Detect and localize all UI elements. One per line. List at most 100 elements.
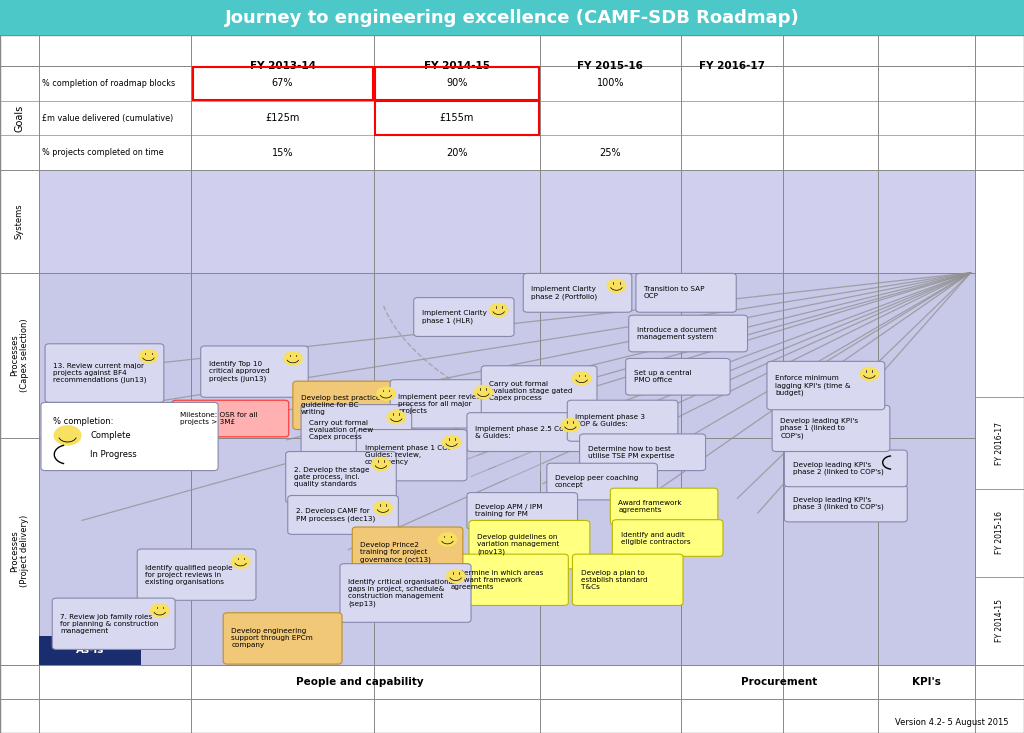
FancyBboxPatch shape — [523, 273, 632, 312]
FancyBboxPatch shape — [356, 430, 467, 481]
Text: Develop guidelines on
variation management
(nov13): Develop guidelines on variation manageme… — [477, 534, 559, 555]
FancyBboxPatch shape — [784, 450, 907, 487]
FancyBboxPatch shape — [784, 485, 907, 522]
Text: Develop Prince2
training for project
governance (oct13): Develop Prince2 training for project gov… — [360, 542, 431, 563]
Text: % projects completed on time: % projects completed on time — [42, 148, 164, 157]
Text: Determine in which areas
we want framework
agreements: Determine in which areas we want framewo… — [451, 570, 543, 590]
Circle shape — [446, 570, 465, 583]
Text: Version 4.2- 5 August 2015: Version 4.2- 5 August 2015 — [895, 718, 1009, 727]
FancyBboxPatch shape — [547, 463, 657, 500]
Text: As-Is: As-Is — [76, 645, 104, 655]
Text: Processes
(Project delivery): Processes (Project delivery) — [10, 515, 29, 587]
Text: Systems: Systems — [15, 204, 24, 239]
Text: Develop best practice
guideline for BC
writing: Develop best practice guideline for BC w… — [301, 395, 381, 416]
Text: Enforce minimum
lagging KPI's (time &
budget): Enforce minimum lagging KPI's (time & bu… — [775, 375, 851, 396]
Text: % completion of roadmap blocks: % completion of roadmap blocks — [42, 79, 175, 88]
FancyBboxPatch shape — [352, 527, 463, 578]
Text: FY 2013-14: FY 2013-14 — [250, 61, 315, 71]
Text: Award framework
agreements: Award framework agreements — [618, 500, 682, 513]
Text: Develop leading KPI's
phase 1 (linked to
COP's): Develop leading KPI's phase 1 (linked to… — [780, 418, 858, 439]
FancyBboxPatch shape — [580, 434, 706, 471]
Text: Implement phase 2.5 CoP
& Guides:: Implement phase 2.5 CoP & Guides: — [475, 426, 568, 438]
Text: 15%: 15% — [272, 148, 293, 158]
Circle shape — [561, 419, 580, 432]
Text: 13. Review current major
projects against BF4
recommendations (jun13): 13. Review current major projects agains… — [53, 363, 146, 383]
FancyBboxPatch shape — [636, 273, 736, 312]
Circle shape — [442, 435, 461, 449]
Circle shape — [377, 387, 395, 400]
Text: FY 2014-15: FY 2014-15 — [424, 61, 489, 71]
Circle shape — [387, 410, 406, 424]
Text: Transition to SAP
OCP: Transition to SAP OCP — [644, 287, 705, 299]
FancyBboxPatch shape — [340, 564, 471, 622]
Text: FY 2014-15: FY 2014-15 — [995, 600, 1004, 642]
FancyBboxPatch shape — [288, 496, 398, 534]
Text: Procurement: Procurement — [741, 677, 817, 687]
FancyBboxPatch shape — [39, 170, 975, 273]
FancyBboxPatch shape — [567, 400, 678, 441]
Text: Identify and audit
eligible contractors: Identify and audit eligible contractors — [621, 531, 690, 545]
Text: Goals: Goals — [14, 104, 25, 132]
Circle shape — [438, 533, 457, 546]
FancyBboxPatch shape — [286, 452, 396, 503]
Text: Identify critical organisational
gaps in project, schedule&
construction managem: Identify critical organisational gaps in… — [348, 579, 455, 607]
Circle shape — [489, 303, 508, 317]
FancyBboxPatch shape — [772, 405, 890, 452]
FancyBboxPatch shape — [390, 380, 499, 428]
Circle shape — [372, 457, 390, 471]
Circle shape — [860, 367, 879, 380]
Text: 90%: 90% — [446, 78, 467, 88]
FancyBboxPatch shape — [767, 361, 885, 410]
FancyBboxPatch shape — [41, 402, 218, 471]
Text: £155m: £155m — [439, 113, 474, 123]
Text: £m value delivered (cumulative): £m value delivered (cumulative) — [42, 114, 173, 122]
Circle shape — [151, 604, 169, 617]
Text: Introduce a document
management system: Introduce a document management system — [637, 327, 717, 340]
FancyBboxPatch shape — [0, 0, 1024, 35]
FancyBboxPatch shape — [414, 298, 514, 336]
Text: 67%: 67% — [272, 78, 293, 88]
Text: Carry out formal
evaluation of new
Capex process: Carry out formal evaluation of new Capex… — [309, 420, 374, 441]
Text: Implement phase 1 COP
Guides: review,
contingency: Implement phase 1 COP Guides: review, co… — [365, 445, 452, 465]
Text: £125m: £125m — [265, 113, 300, 123]
Text: People and capability: People and capability — [296, 677, 424, 687]
Text: Develop a plan to
establish standard
T&Cs: Develop a plan to establish standard T&C… — [581, 570, 647, 590]
FancyBboxPatch shape — [467, 493, 578, 529]
Text: Set up a central
PMO office: Set up a central PMO office — [634, 370, 691, 383]
FancyBboxPatch shape — [629, 315, 748, 352]
Text: Tata: Tata — [351, 414, 550, 495]
FancyBboxPatch shape — [481, 366, 597, 417]
FancyBboxPatch shape — [39, 636, 141, 665]
Circle shape — [607, 279, 626, 292]
Text: Carry out formal
evaluation stage gated
Capex process: Carry out formal evaluation stage gated … — [489, 381, 573, 402]
Text: KPI's: KPI's — [911, 677, 941, 687]
Text: Develop leading KPI's
phase 2 (linked to COP's): Develop leading KPI's phase 2 (linked to… — [793, 462, 884, 475]
Text: FY 2016-17: FY 2016-17 — [995, 421, 1004, 465]
FancyBboxPatch shape — [467, 413, 586, 452]
Text: Develop leading KPI's
phase 3 (linked to COP's): Develop leading KPI's phase 3 (linked to… — [793, 497, 884, 510]
FancyBboxPatch shape — [45, 344, 164, 402]
Text: Implement Clarity
phase 2 (Portfolio): Implement Clarity phase 2 (Portfolio) — [531, 286, 598, 300]
FancyBboxPatch shape — [137, 549, 256, 600]
Text: Identify Top 10
critical approved
projects (jun13): Identify Top 10 critical approved projec… — [209, 361, 269, 382]
Text: Implement peer review
process for all major
projects: Implement peer review process for all ma… — [398, 394, 482, 414]
Text: 25%: 25% — [599, 148, 622, 158]
Circle shape — [572, 372, 591, 385]
Text: Journey to engineering excellence (CAMF-SDB Roadmap): Journey to engineering excellence (CAMF-… — [224, 9, 800, 26]
FancyBboxPatch shape — [442, 554, 568, 605]
Text: Develop peer coaching
concept: Develop peer coaching concept — [555, 475, 638, 488]
Text: Identify qualified people
for project reviews in
existing organisations: Identify qualified people for project re… — [145, 564, 233, 585]
FancyBboxPatch shape — [223, 613, 342, 664]
Text: Determine how to best
utilise TSE PM expertise: Determine how to best utilise TSE PM exp… — [588, 446, 675, 459]
Text: 100%: 100% — [597, 78, 624, 88]
FancyBboxPatch shape — [201, 346, 308, 397]
Circle shape — [284, 352, 302, 365]
FancyBboxPatch shape — [572, 554, 683, 605]
Text: 2. Develop CAMF for
PM processes (dec13): 2. Develop CAMF for PM processes (dec13) — [296, 508, 375, 522]
FancyBboxPatch shape — [612, 520, 723, 556]
FancyBboxPatch shape — [293, 381, 401, 430]
Circle shape — [474, 386, 493, 399]
Text: 7. Review job family roles
for planning & construction
management: 7. Review job family roles for planning … — [60, 614, 159, 634]
Text: 20%: 20% — [446, 148, 467, 158]
Text: FY 2016-17: FY 2016-17 — [699, 61, 765, 71]
